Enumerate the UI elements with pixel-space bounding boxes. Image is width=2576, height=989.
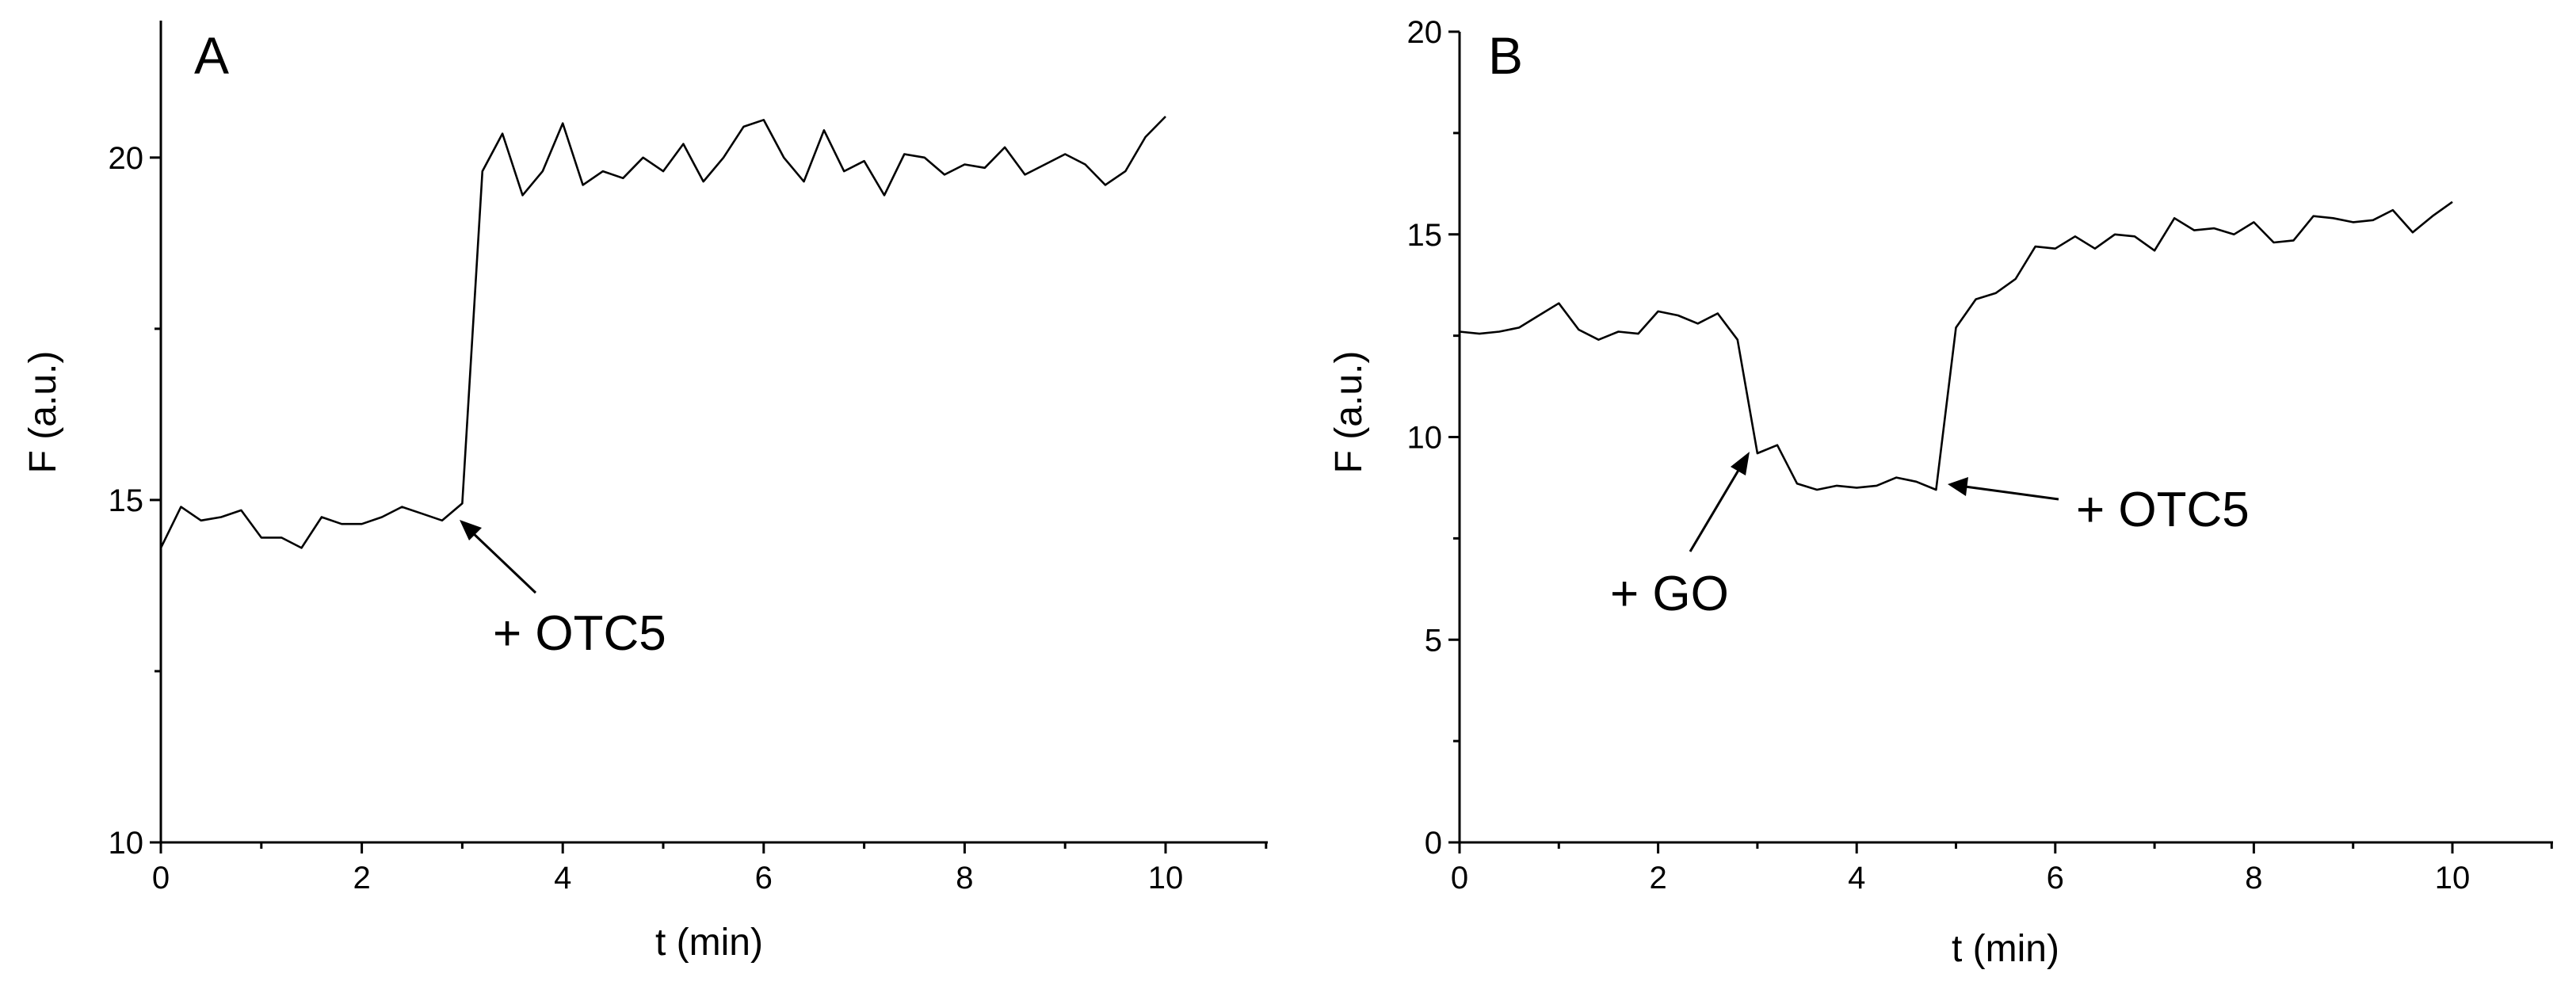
y-tick-label: 15 <box>1407 218 1443 253</box>
x-tick-label: 10 <box>2435 861 2471 895</box>
panel-a-axes <box>159 21 1268 844</box>
panel-b-series-line <box>1459 200 2453 491</box>
panel-b-axes <box>1458 32 2553 844</box>
x-tick-label: 2 <box>1649 861 1666 895</box>
panel-b-go-annotation: + GO <box>1610 567 1729 621</box>
x-tick-label: 2 <box>353 861 370 895</box>
y-tick-label: 10 <box>109 826 144 861</box>
panel-b-ylabel: F (a.u.) <box>1328 351 1370 474</box>
panel-a-label: A <box>194 26 229 85</box>
panel-a-otc5-arrowhead <box>460 520 482 540</box>
panel-b-go-arrowhead <box>1731 452 1750 475</box>
y-tick-label: 20 <box>109 141 144 176</box>
panel-a-ticks <box>150 156 1268 853</box>
panel-b-otc5-annotation: + OTC5 <box>2076 483 2250 537</box>
panel-a-ylabel: F (a.u.) <box>22 351 64 474</box>
panel-b-otc5-arrow <box>1964 485 2059 501</box>
x-tick-label: 8 <box>2245 861 2262 895</box>
x-tick-label: 8 <box>956 861 973 895</box>
y-tick-label: 5 <box>1425 623 1442 658</box>
panel-b-label: B <box>1488 26 1523 85</box>
panel-a-otc5-annotation: + OTC5 <box>493 606 666 661</box>
panel-a-series-line <box>159 116 1166 549</box>
panel-a: 0 2 4 6 8 10 10 15 20 A t (min) F (a.u.) + OTC5 <box>22 21 1268 964</box>
x-tick-label: 10 <box>1148 861 1184 895</box>
x-tick-label: 6 <box>2047 861 2064 895</box>
x-tick-label: 0 <box>1451 861 1468 895</box>
x-tick-label: 0 <box>152 861 170 895</box>
panel-a-tick-labels: 0 2 4 6 8 10 10 15 20 <box>109 141 1184 895</box>
panel-a-xlabel: t (min) <box>655 922 763 964</box>
y-tick-label: 10 <box>1407 421 1443 456</box>
y-tick-label: 15 <box>109 483 144 518</box>
panel-b-ticks <box>1448 30 2553 853</box>
panel-b-tick-labels: 0 2 4 6 8 10 0 5 10 15 20 <box>1407 15 2471 895</box>
y-tick-label: 20 <box>1407 15 1443 50</box>
y-tick-label: 0 <box>1425 826 1442 861</box>
panel-b-go-arrow <box>1689 467 1742 552</box>
panel-b-xlabel: t (min) <box>1952 928 2059 970</box>
x-tick-label: 6 <box>755 861 773 895</box>
panel-b-otc5-arrowhead <box>1948 477 1968 496</box>
x-tick-label: 4 <box>554 861 571 895</box>
x-tick-label: 4 <box>1848 861 1865 895</box>
panel-a-otc5-arrow <box>469 529 537 594</box>
